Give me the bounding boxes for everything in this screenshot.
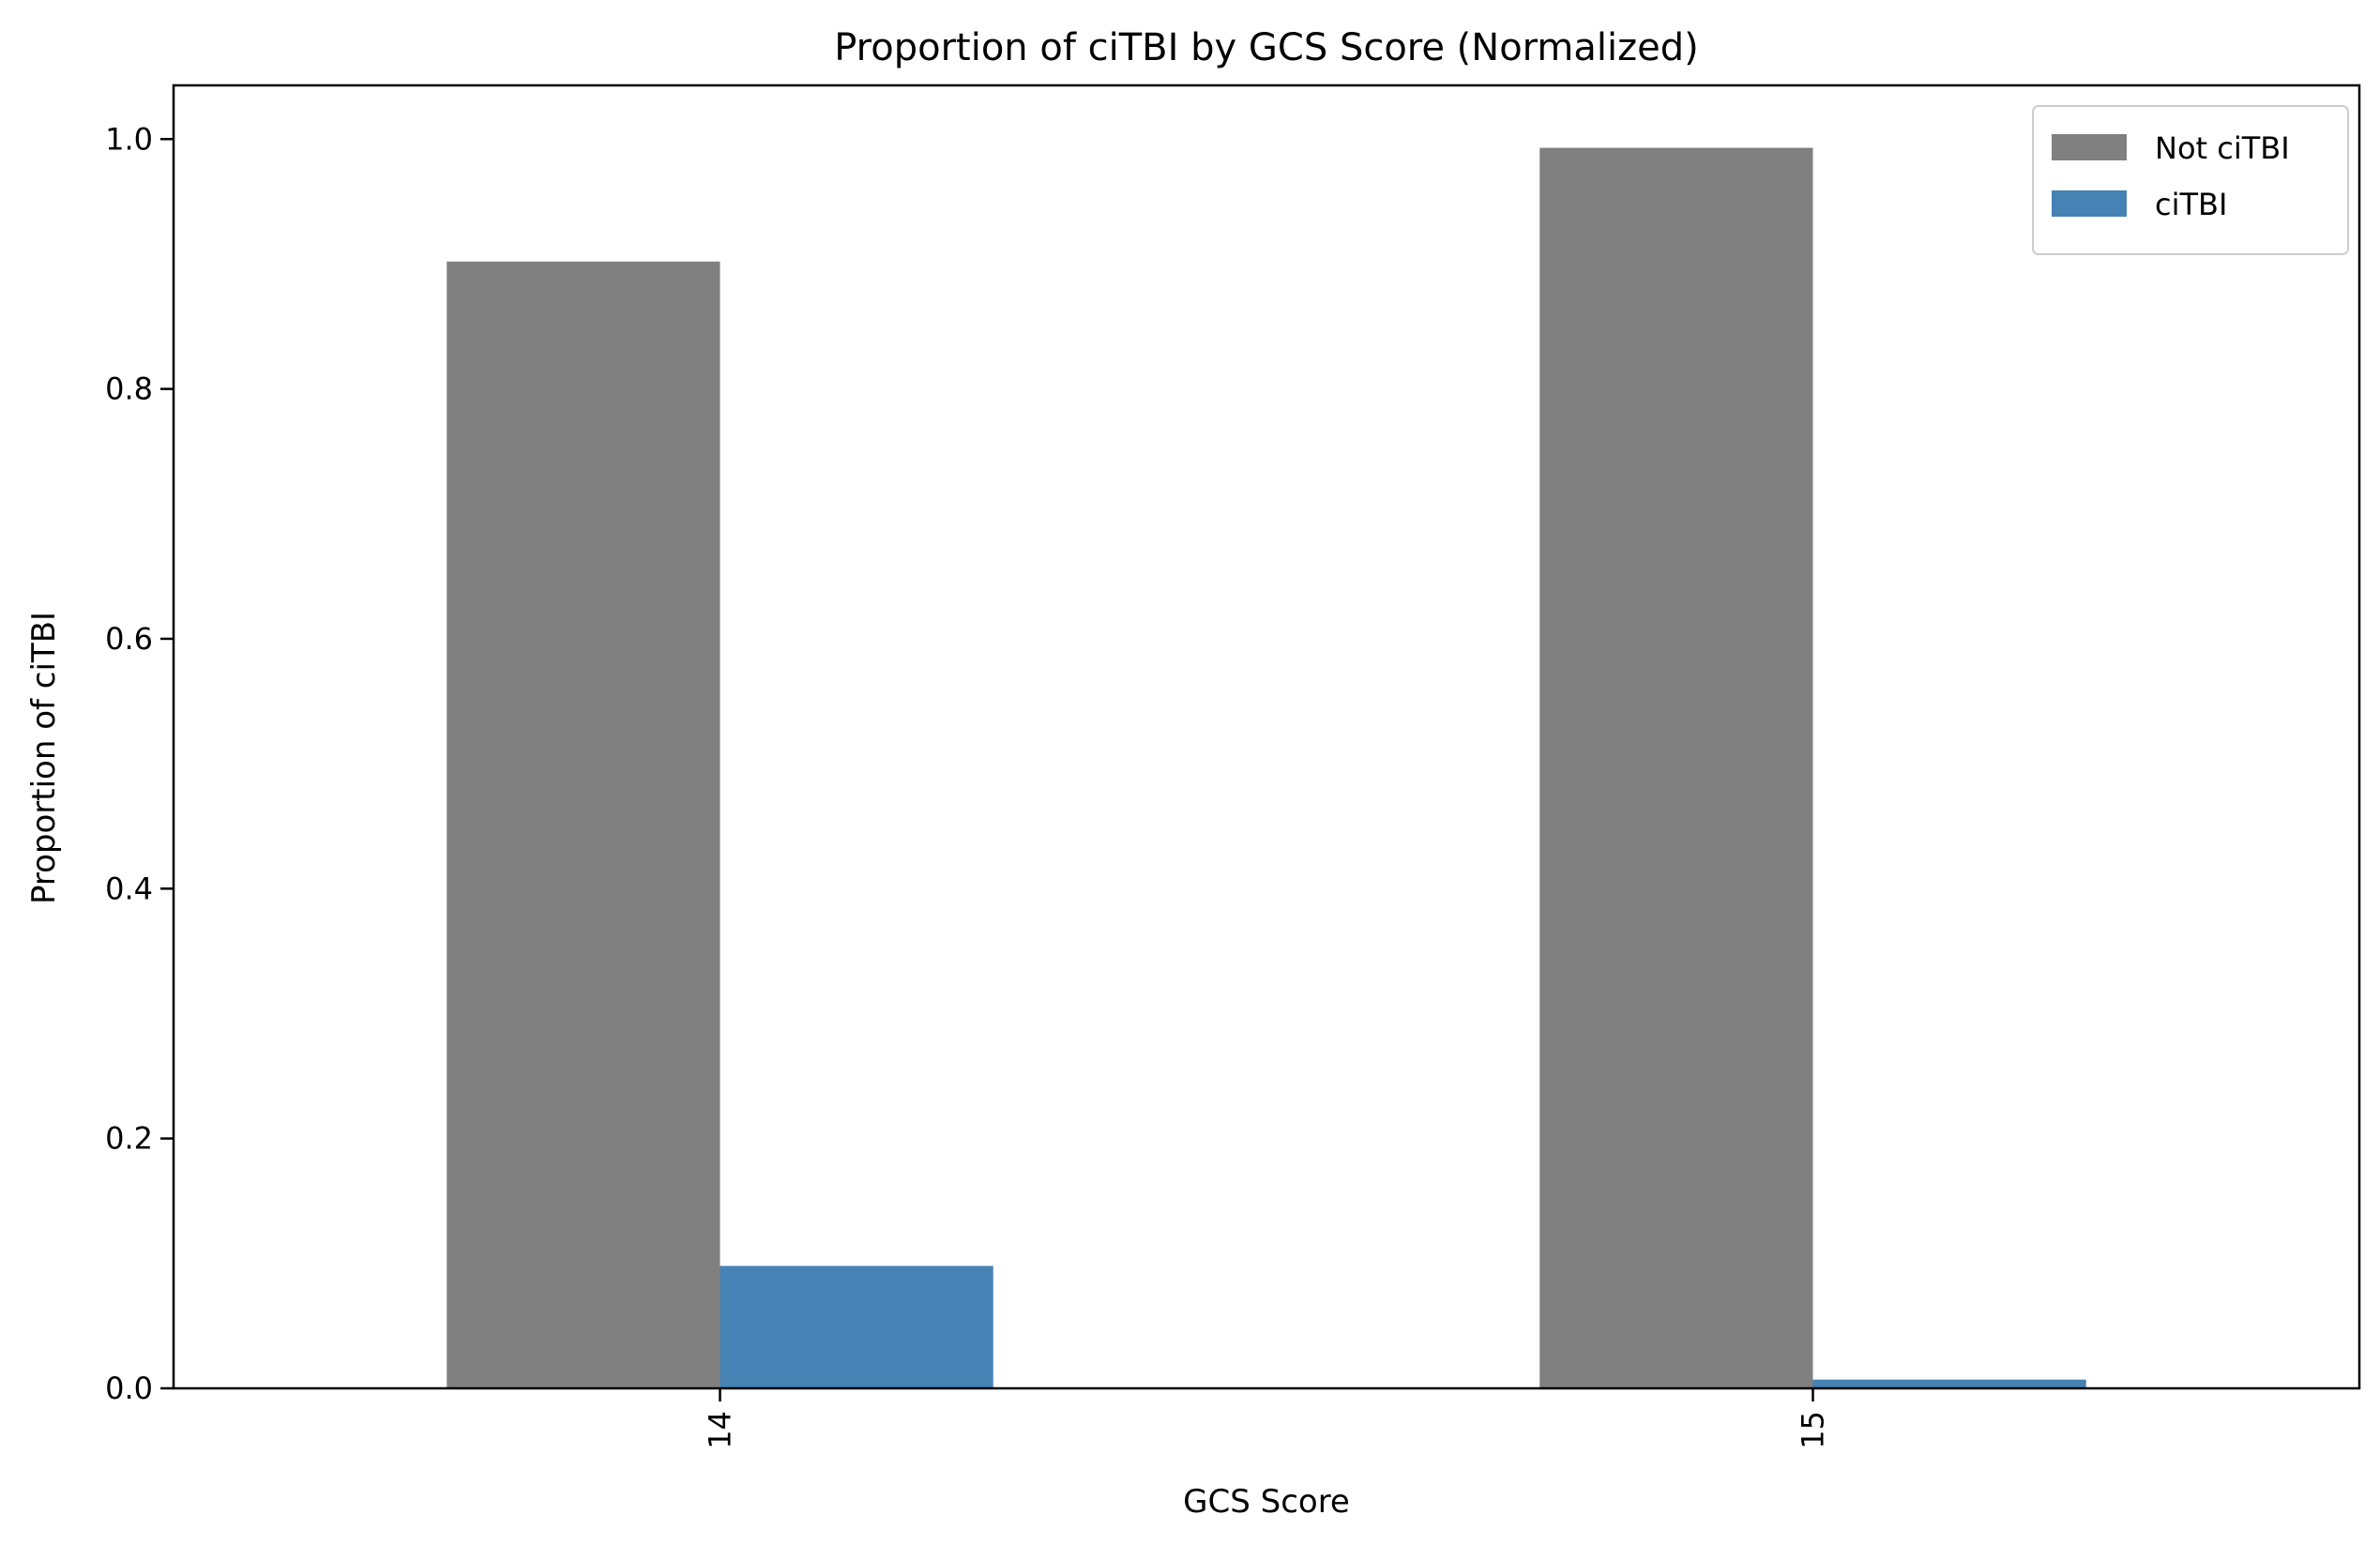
y-axis-ticks: 0.0 0.2 0.4 0.6 0.8 1.0 [105,121,174,1406]
legend-label-not-citbi: Not ciTBI [2155,130,2290,166]
y-tick-label: 0.2 [105,1121,153,1157]
x-axis-ticks: 14 15 [703,1388,1831,1449]
y-axis-label: Proportion of ciTBI [25,612,63,904]
y-tick-label: 1.0 [105,121,153,157]
y-tick-label: 0.0 [105,1371,153,1406]
bar-citbi-15 [1812,1379,2086,1388]
x-tick-label: 15 [1796,1411,1831,1449]
bar-not-citbi-15 [1539,147,1813,1388]
legend-swatch-not-citbi [2052,134,2127,160]
x-tick-label: 14 [703,1411,738,1449]
x-axis-label: GCS Score [1183,1483,1350,1521]
y-tick-label: 0.8 [105,371,153,407]
chart-title: Proportion of ciTBI by GCS Score (Normal… [834,26,1698,69]
bar-not-citbi-14 [447,261,720,1389]
legend-box [2032,105,2349,255]
y-tick-label: 0.6 [105,621,153,657]
bars-group [447,147,2086,1389]
y-tick-label: 0.4 [105,871,153,906]
legend-swatch-citbi [2052,190,2127,217]
bar-citbi-14 [720,1265,993,1388]
plot-area-frame [172,83,2361,1390]
legend: Not ciTBI ciTBI [2032,105,2349,255]
legend-label-citbi: ciTBI [2155,187,2227,222]
